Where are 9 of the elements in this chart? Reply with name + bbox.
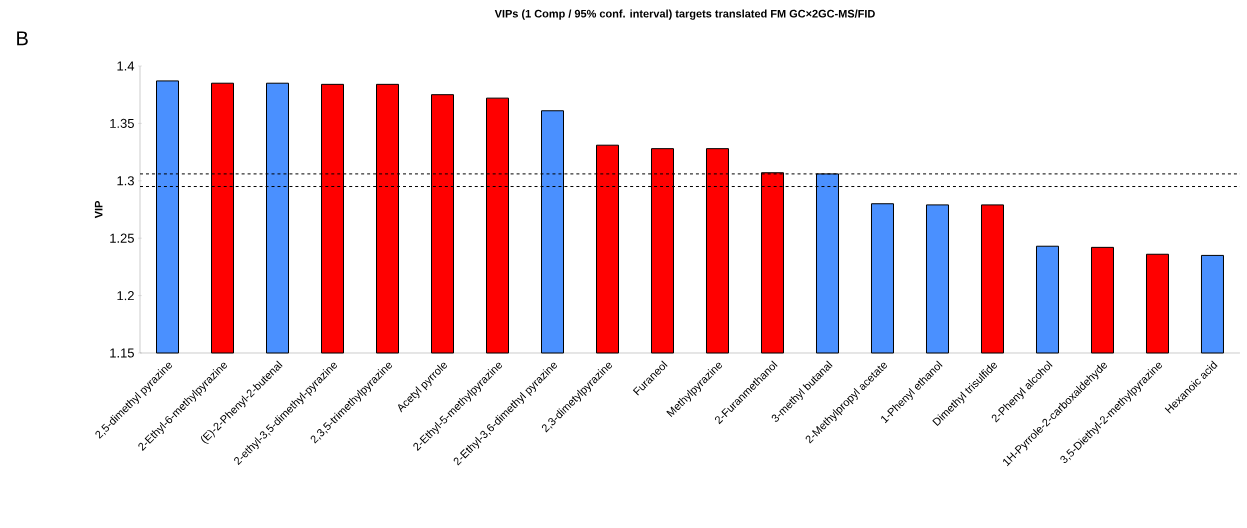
y-tick-label: 1.35 (110, 118, 134, 128)
y-tick-label: 1.25 (110, 233, 134, 243)
y-tick-label: 1.15 (110, 348, 134, 358)
y-tick-label: 1.4 (117, 61, 135, 71)
y-tick-label: 1.3 (117, 176, 134, 186)
text: B (17, 31, 28, 46)
y-tick-label: 1.2 (117, 291, 134, 301)
y-axis-title: VIP (94, 201, 103, 219)
chart-title: VIPs (1 Comp / 95% conf. interval) targets translated FM GC×2GC-MS/FID (494, 9, 875, 20)
